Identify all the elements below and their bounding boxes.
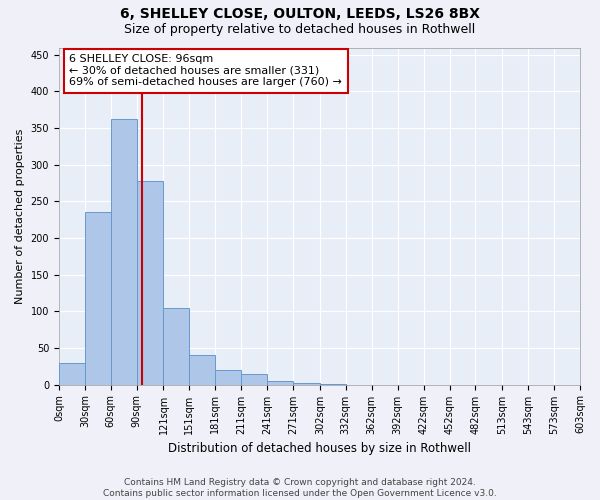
Text: Size of property relative to detached houses in Rothwell: Size of property relative to detached ho… (124, 22, 476, 36)
Bar (163, 308, 190, 384)
Bar (190, 356, 215, 384)
Text: Contains HM Land Registry data © Crown copyright and database right 2024.
Contai: Contains HM Land Registry data © Crown c… (103, 478, 497, 498)
Bar (241, 374, 267, 384)
Bar (85, 212, 111, 384)
Bar (137, 181, 163, 384)
Bar (59, 362, 85, 384)
Bar (267, 381, 293, 384)
Bar (111, 118, 137, 384)
Text: 6 SHELLEY CLOSE: 96sqm
← 30% of detached houses are smaller (331)
69% of semi-de: 6 SHELLEY CLOSE: 96sqm ← 30% of detached… (70, 54, 342, 88)
Text: 6, SHELLEY CLOSE, OULTON, LEEDS, LS26 8BX: 6, SHELLEY CLOSE, OULTON, LEEDS, LS26 8B… (120, 8, 480, 22)
Bar (293, 383, 320, 384)
Bar (215, 370, 241, 384)
Y-axis label: Number of detached properties: Number of detached properties (15, 128, 25, 304)
X-axis label: Distribution of detached houses by size in Rothwell: Distribution of detached houses by size … (168, 442, 471, 455)
